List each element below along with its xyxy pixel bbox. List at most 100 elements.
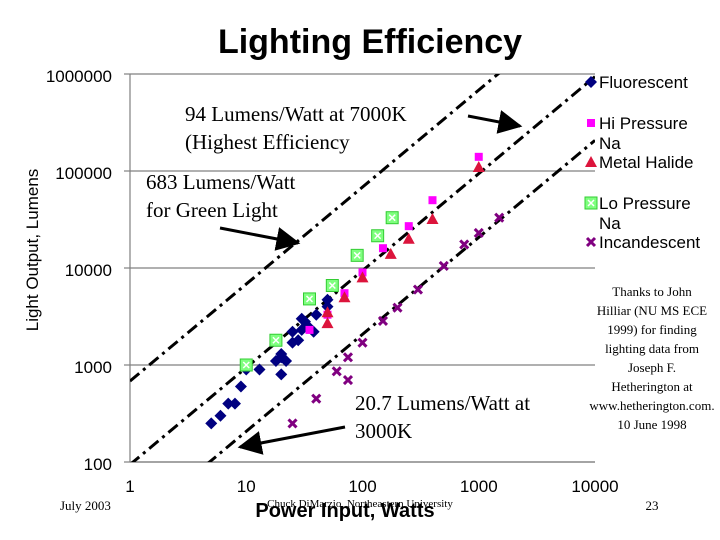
point-hi-pressure-na-0 bbox=[305, 325, 314, 334]
point-incandescent-12 bbox=[494, 212, 505, 223]
point-lo-pressure-na-2 bbox=[302, 292, 316, 306]
legend-item-metal-halide: Metal Halide bbox=[585, 153, 694, 172]
series-incandescent bbox=[287, 212, 505, 429]
point-lo-pressure-na-3-cross bbox=[328, 281, 336, 290]
point-metal-halide-0 bbox=[321, 317, 334, 329]
point-hi-pressure-na-6 bbox=[428, 196, 437, 205]
point-lo-pressure-na-2-cross bbox=[305, 295, 314, 303]
point-lo-pressure-na-5 bbox=[371, 229, 385, 243]
point-fluorescent-13 bbox=[286, 325, 299, 338]
point-lo-pressure-na-1 bbox=[269, 333, 283, 347]
credit-line: Thanks to John bbox=[612, 284, 692, 299]
point-fluorescent-10 bbox=[275, 368, 288, 381]
arrow-94 bbox=[467, 110, 523, 134]
legend-label-lo-pressure-na-0: Lo Pressure bbox=[599, 194, 691, 213]
point-incandescent-4 bbox=[342, 352, 354, 363]
credit-line: lighting data from bbox=[605, 341, 699, 356]
point-lo-pressure-na-6-cross bbox=[388, 214, 396, 222]
point-incandescent-5 bbox=[357, 337, 368, 348]
point-lo-pressure-na-5-cross bbox=[374, 232, 382, 240]
point-hi-pressure-na-4 bbox=[378, 244, 387, 253]
point-metal-halide-1 bbox=[321, 306, 334, 318]
point-incandescent-3 bbox=[342, 374, 354, 386]
point-fluorescent-2 bbox=[222, 397, 235, 410]
legend-marker-metal-halide bbox=[585, 156, 597, 167]
legend-label-incandescent-0: Incandescent bbox=[599, 233, 700, 252]
annotation-1-line-1: for Green Light bbox=[146, 198, 278, 222]
point-incandescent-6 bbox=[377, 315, 389, 326]
point-lo-pressure-na-4-cross bbox=[353, 251, 361, 259]
point-lo-pressure-na-4 bbox=[350, 248, 364, 262]
legend-label-hi-pressure-na-0: Hi Pressure bbox=[599, 114, 688, 133]
y-axis-label: Light Output, Lumens bbox=[23, 169, 42, 332]
legend-label-lo-pressure-na-1: Na bbox=[599, 214, 621, 233]
point-fluorescent-14 bbox=[292, 334, 305, 347]
y-tick-label-100: 100 bbox=[84, 455, 112, 474]
x-tick-label-10: 10 bbox=[237, 477, 256, 496]
point-metal-halide-3 bbox=[356, 271, 369, 283]
tick-labels: 100 1000 10000 100000 1000000 1 10 100 1000 10000 bbox=[46, 67, 619, 496]
x-tick-label-1: 1 bbox=[125, 477, 134, 496]
point-metal-halide-5 bbox=[402, 232, 415, 244]
slide-footer: Chuck DiMarzio, Northeastern University bbox=[267, 498, 453, 510]
data-points bbox=[205, 152, 505, 430]
y-tick-label-1000000: 1000000 bbox=[46, 67, 112, 86]
legend-marker-fluorescent bbox=[585, 76, 597, 88]
page-number: 23 bbox=[646, 498, 659, 513]
x-tick-label-100: 100 bbox=[348, 477, 376, 496]
point-metal-halide-6 bbox=[426, 213, 439, 225]
credit-line: 1999) for finding bbox=[607, 322, 697, 337]
point-fluorescent-22 bbox=[321, 293, 334, 306]
point-metal-halide-7 bbox=[472, 160, 485, 172]
annotation-0-line-1: (Highest Efficiency bbox=[185, 130, 350, 154]
point-fluorescent-3 bbox=[228, 397, 241, 410]
point-hi-pressure-na-5 bbox=[404, 222, 413, 231]
legend-label-metal-halide-0: Metal Halide bbox=[599, 153, 694, 172]
legend-item-incandescent: Incandescent bbox=[585, 233, 700, 252]
arrow-20-7 bbox=[237, 425, 346, 455]
credit-line: 10 June 1998 bbox=[617, 417, 686, 432]
annotation-2-line-0: 20.7 Lumens/Watt at bbox=[355, 391, 530, 415]
point-lo-pressure-na-3 bbox=[325, 279, 339, 293]
point-fluorescent-4 bbox=[234, 380, 247, 393]
reference-lines bbox=[130, 74, 595, 462]
credit-line: Joseph F. bbox=[628, 360, 676, 375]
reference-line-683 bbox=[130, 74, 501, 383]
point-incandescent-7 bbox=[392, 302, 403, 313]
point-incandescent-11 bbox=[473, 227, 484, 238]
point-fluorescent-20 bbox=[310, 308, 323, 321]
point-incandescent-8 bbox=[412, 284, 424, 295]
point-lo-pressure-na-1-cross bbox=[272, 336, 280, 344]
arrow-683 bbox=[219, 226, 301, 251]
annotation-0-line-0: 94 Lumens/Watt at 7000K bbox=[185, 102, 407, 126]
point-incandescent-2 bbox=[331, 366, 342, 377]
point-lo-pressure-na-6 bbox=[385, 211, 399, 225]
point-incandescent-10 bbox=[459, 239, 470, 250]
series-metal-halide bbox=[321, 160, 485, 329]
x-tick-label-10000: 10000 bbox=[571, 477, 618, 496]
point-incandescent-0 bbox=[287, 418, 298, 429]
annotation-2-line-1: 3000K bbox=[355, 419, 412, 443]
legend-marker-lo-pressure-na-cross bbox=[587, 199, 595, 207]
series-fluorescent bbox=[205, 293, 334, 430]
point-lo-pressure-na-0 bbox=[239, 358, 253, 372]
point-fluorescent-0 bbox=[205, 417, 218, 430]
point-incandescent-1 bbox=[311, 393, 322, 404]
y-tick-label-10000: 10000 bbox=[65, 261, 112, 280]
credit-line: Hetherington at bbox=[611, 379, 693, 394]
legend-item-fluorescent: Fluorescent bbox=[585, 73, 688, 92]
annotations: 94 Lumens/Watt at 7000K (Highest Efficien… bbox=[146, 102, 530, 443]
legend-marker-lo-pressure-na bbox=[584, 196, 598, 210]
annotation-1-line-0: 683 Lumens/Watt bbox=[146, 170, 296, 194]
legend-marker-incandescent bbox=[585, 236, 597, 248]
legend-label-hi-pressure-na-1: Na bbox=[599, 134, 621, 153]
point-fluorescent-6 bbox=[253, 363, 266, 376]
legend-marker-hi-pressure-na bbox=[587, 119, 595, 127]
annotation-arrows bbox=[219, 110, 523, 455]
reference-line-20-7 bbox=[207, 139, 595, 462]
x-tick-label-1000: 1000 bbox=[460, 477, 498, 496]
point-fluorescent-11 bbox=[275, 351, 288, 364]
